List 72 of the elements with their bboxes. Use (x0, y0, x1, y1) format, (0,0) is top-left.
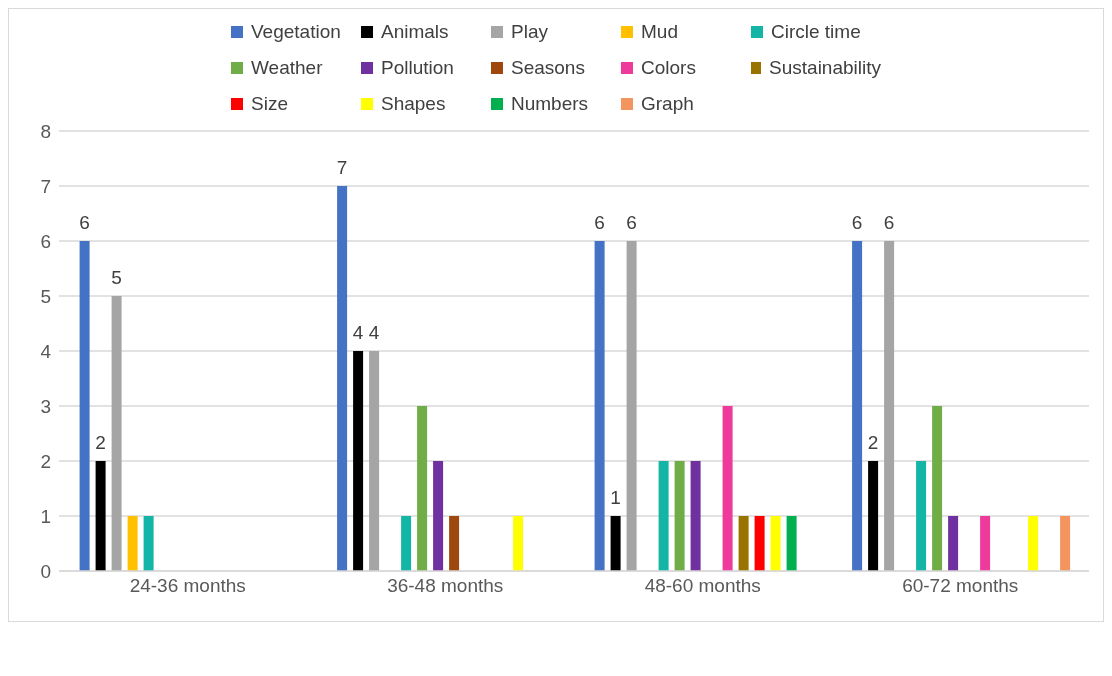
bar (658, 461, 669, 571)
y-tick-label: 3 (40, 395, 51, 417)
bar (868, 461, 879, 571)
bar (916, 461, 927, 571)
bar (417, 406, 428, 571)
legend-label: Weather (251, 57, 323, 79)
legend-label: Shapes (381, 93, 446, 115)
bar (786, 516, 797, 571)
legend-label: Colors (641, 57, 696, 79)
bar (884, 241, 895, 571)
data-label: 2 (95, 432, 106, 453)
y-tick-label: 0 (40, 560, 51, 582)
legend-label: Play (511, 21, 548, 43)
data-label: 4 (352, 322, 364, 343)
bar (626, 241, 637, 571)
data-label: 5 (111, 267, 122, 288)
data-label: 6 (883, 212, 895, 233)
legend-label: Size (251, 93, 288, 115)
bar (111, 296, 122, 571)
bar (738, 516, 749, 571)
data-label: 6 (626, 212, 637, 233)
bar (337, 186, 348, 571)
bar (433, 461, 444, 571)
y-tick-label: 8 (40, 120, 51, 142)
legend-label: Numbers (511, 93, 589, 115)
bar (1060, 516, 1071, 571)
y-tick-label: 5 (40, 285, 51, 307)
bar (127, 516, 138, 571)
bar (948, 516, 959, 571)
data-label: 7 (336, 157, 348, 178)
bar (95, 461, 106, 571)
data-label: 6 (851, 212, 863, 233)
y-tick-label: 4 (40, 340, 52, 362)
bar (770, 516, 781, 571)
bar (449, 516, 460, 571)
bar (932, 406, 943, 571)
bar (594, 241, 605, 571)
bar (369, 351, 380, 571)
bar (143, 516, 154, 571)
bar (353, 351, 364, 571)
legend-label: Graph (641, 93, 694, 115)
legend-label: Circle time (771, 21, 861, 43)
x-tick-label: 36-48 months (387, 575, 504, 597)
bar (674, 461, 685, 571)
data-label: 1 (610, 487, 621, 508)
y-tick-label: 2 (40, 450, 51, 472)
bar (1028, 516, 1039, 571)
bar (980, 516, 991, 571)
bar (754, 516, 765, 571)
data-label: 4 (368, 322, 380, 343)
bar (852, 241, 863, 571)
legend-label: Seasons (511, 57, 585, 79)
legend-label: Sustainability (769, 57, 881, 79)
data-label: 2 (867, 432, 879, 453)
bar (722, 406, 733, 571)
legend-label: Mud (641, 21, 678, 43)
x-tick-label: 24-36 months (129, 575, 246, 597)
legend-label: Pollution (381, 57, 454, 79)
y-tick-label: 6 (40, 230, 51, 252)
bar (690, 461, 701, 571)
legend-label: Vegetation (251, 21, 341, 43)
bar (79, 241, 90, 571)
legend-label: Animals (381, 21, 449, 43)
bar (610, 516, 621, 571)
x-tick-label: 60-72 months (902, 575, 1019, 597)
data-label: 6 (594, 212, 605, 233)
x-tick-label: 48-60 months (644, 575, 761, 597)
data-label: 6 (79, 212, 90, 233)
y-tick-label: 7 (40, 175, 51, 197)
bar (513, 516, 524, 571)
y-tick-label: 1 (40, 505, 51, 527)
bar (401, 516, 412, 571)
